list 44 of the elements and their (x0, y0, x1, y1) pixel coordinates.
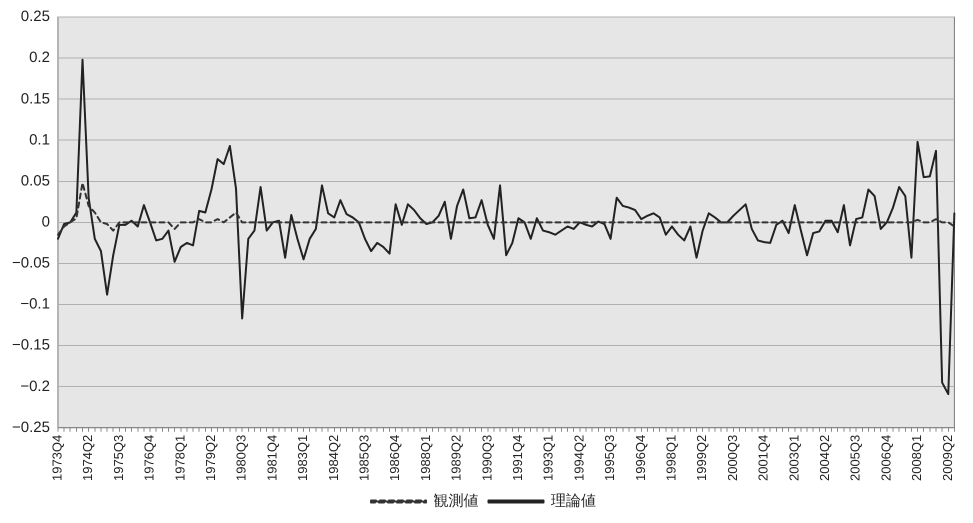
x-tick-label: 2005Q3 (848, 434, 863, 482)
x-tick-label: 2004Q2 (817, 434, 832, 482)
x-tick-label: 1975Q3 (110, 434, 126, 482)
x-tick-label: 1998Q1 (664, 434, 679, 482)
y-tick-label: −0.2 (20, 378, 50, 395)
x-tick-label: 1986Q4 (387, 434, 402, 482)
legend-label: 観測値 (434, 491, 478, 510)
y-tick-label: −0.05 (12, 254, 50, 272)
x-tick-label: 1980Q3 (234, 434, 249, 482)
x-tick-label: 1990Q3 (479, 434, 494, 482)
y-tick-label: 0.15 (20, 90, 50, 108)
x-tick-label: 1996Q4 (632, 434, 648, 482)
x-tick-label: 1994Q2 (571, 434, 586, 482)
y-tick-label: 0.05 (20, 172, 50, 190)
x-tick-label: 2000Q3 (724, 434, 740, 482)
y-tick-label: 0 (42, 214, 50, 231)
x-tick-label: 2006Q4 (878, 434, 894, 482)
x-tick-label: 1974Q2 (80, 434, 96, 482)
y-tick-label: 0.1 (29, 131, 50, 148)
x-tick-label: 2001Q4 (756, 434, 771, 482)
x-tick-label: 1995Q3 (602, 434, 618, 482)
x-tick-label: 1993Q1 (540, 434, 556, 482)
legend-label: 理論値 (551, 491, 596, 510)
y-tick-label: −0.15 (12, 336, 50, 354)
line-series (56, 182, 956, 236)
x-tick-label: 1979Q2 (203, 434, 218, 482)
x-tick-label: 1983Q1 (295, 434, 310, 482)
x-tick-label: 2003Q1 (786, 434, 802, 482)
x-tick-label: 1984Q2 (326, 434, 341, 482)
y-tick-label: −0.1 (20, 296, 50, 313)
x-tick-label: 1991Q4 (510, 434, 526, 482)
x-tick-label: 1973Q4 (50, 434, 65, 482)
y-tick-label: 0.25 (20, 8, 50, 26)
x-tick-label: 2008Q1 (909, 434, 924, 482)
x-tick-label: 1999Q2 (694, 434, 710, 482)
x-tick-label: 1989Q2 (448, 434, 464, 482)
x-tick-label: 1976Q4 (142, 434, 157, 482)
y-tick-label: 0.2 (29, 49, 50, 66)
x-tick-label: 2009Q2 (940, 434, 955, 482)
x-tick-label: 1978Q1 (172, 434, 188, 482)
x-tick-label: 1981Q4 (264, 434, 280, 482)
x-tick-label: 1985Q3 (356, 434, 372, 482)
y-tick-label: −0.25 (12, 418, 50, 436)
x-tick-label: 1988Q1 (418, 434, 433, 482)
